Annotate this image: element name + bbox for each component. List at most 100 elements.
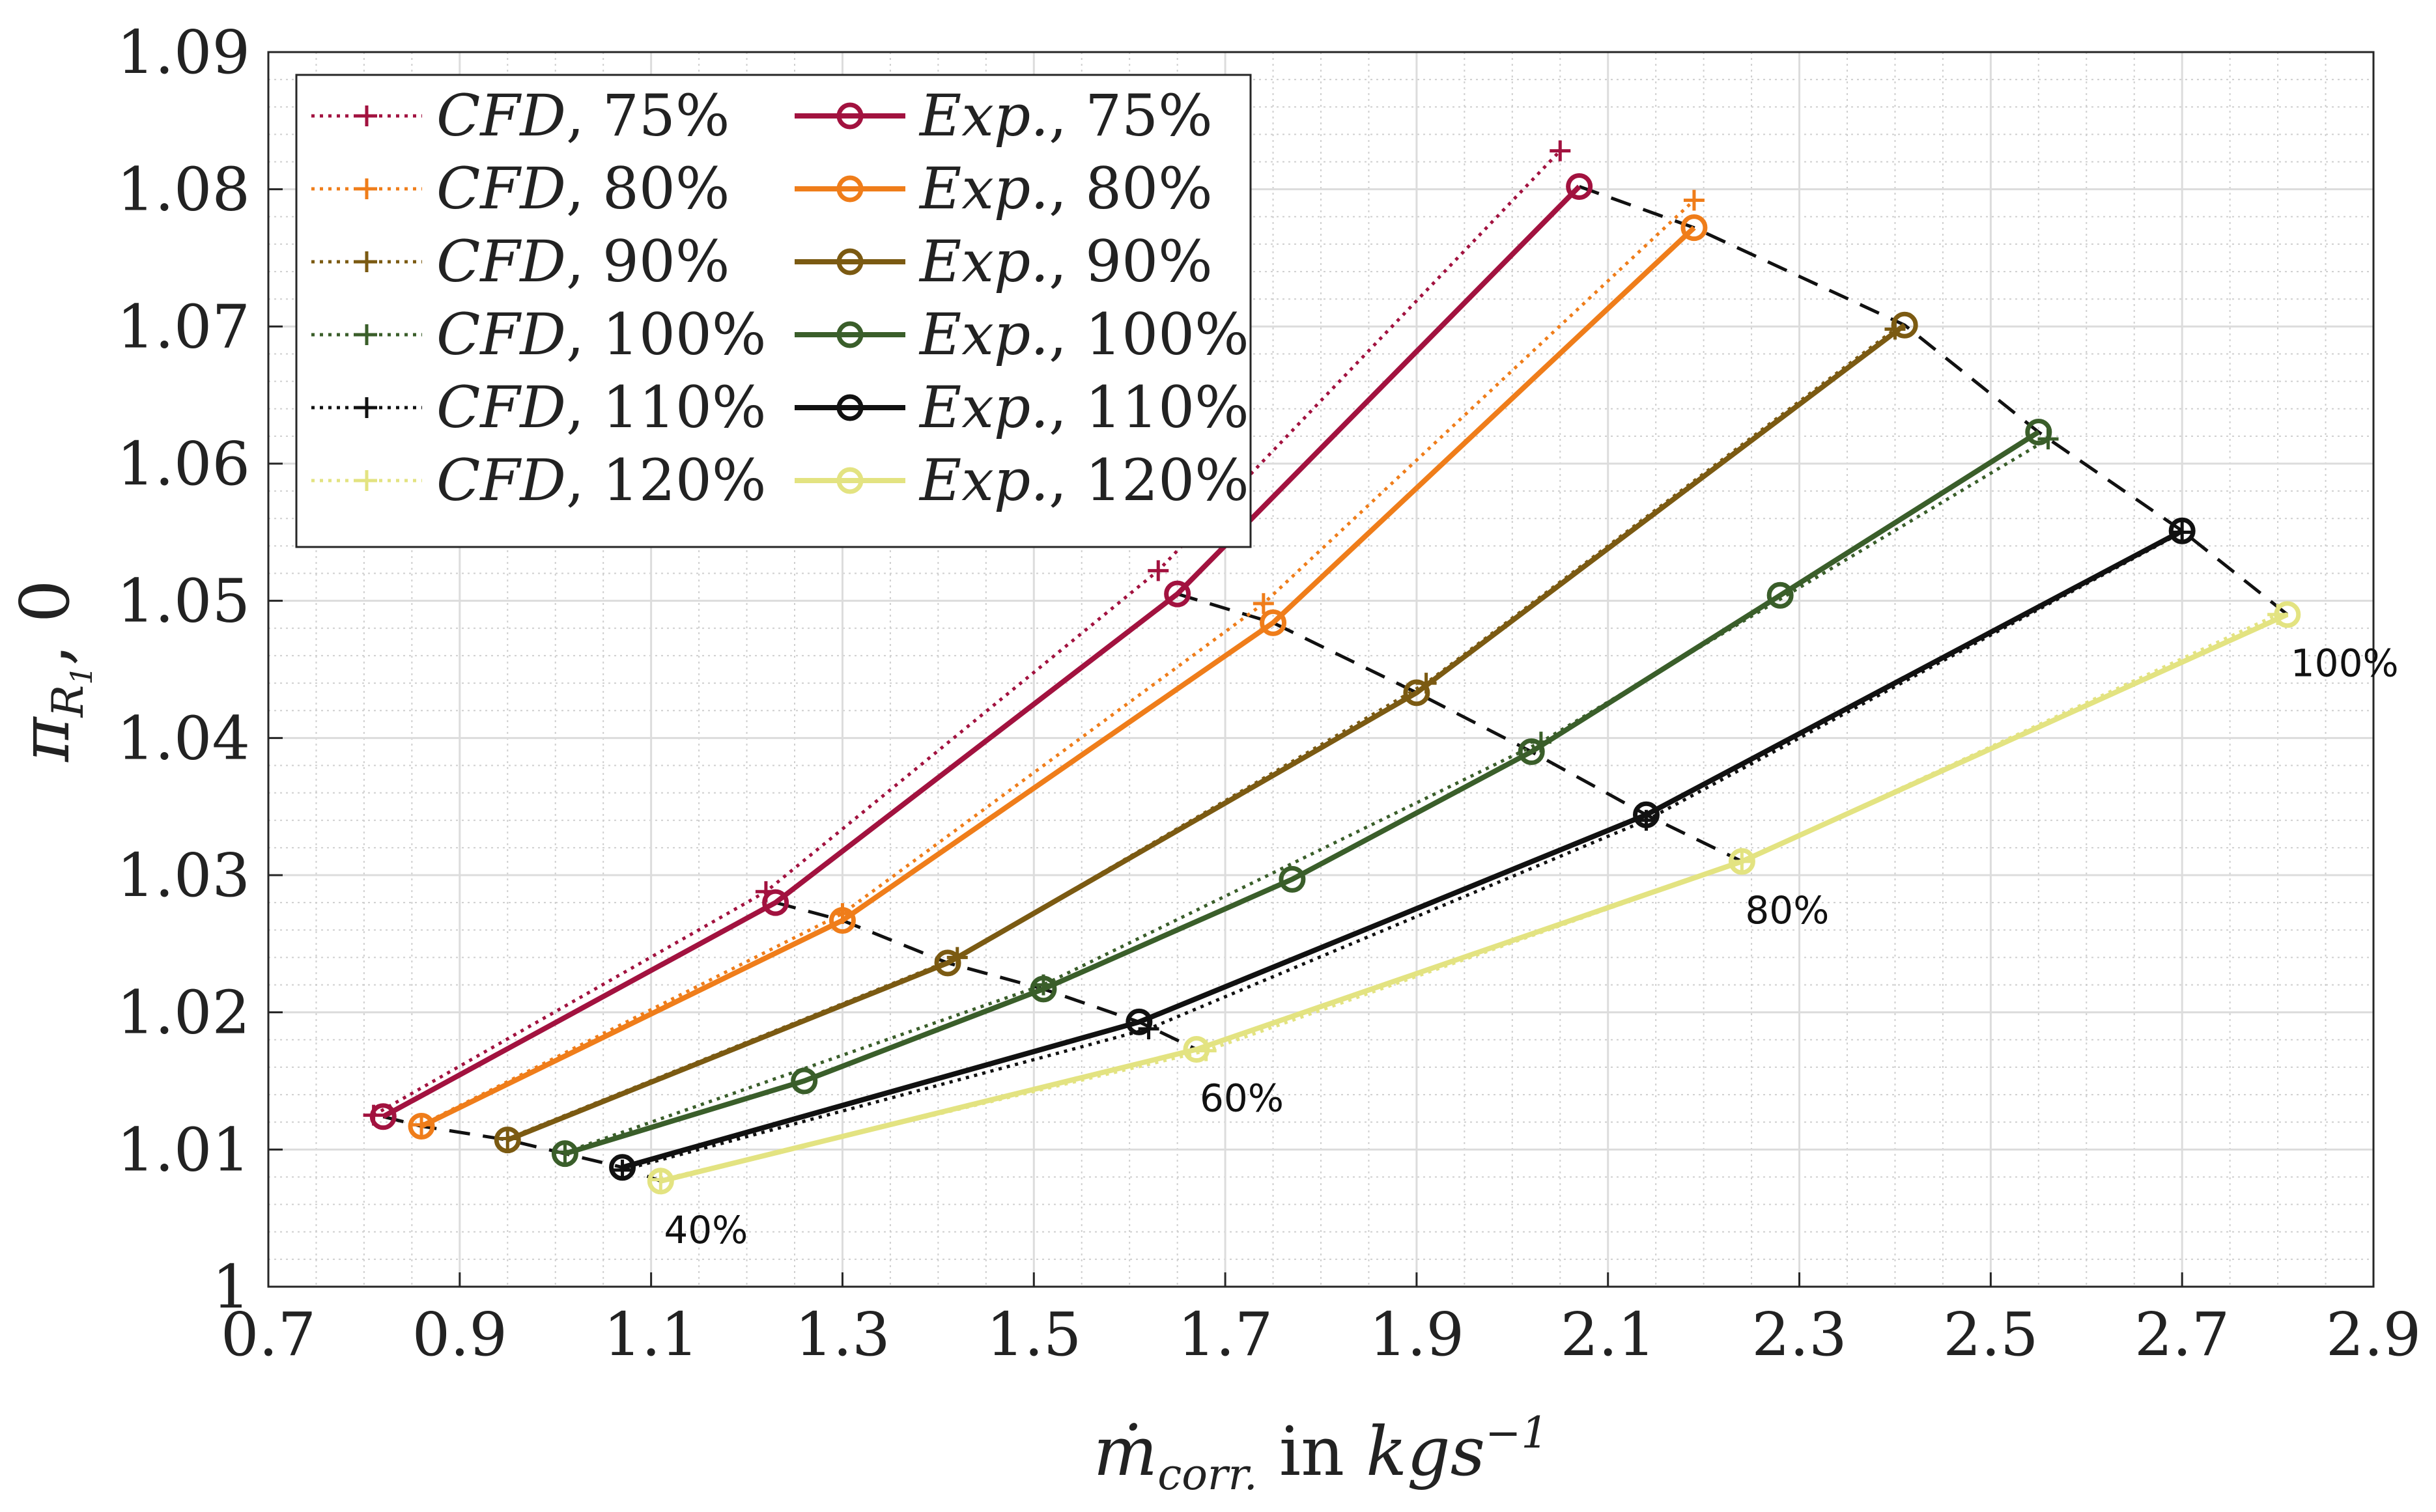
throttle-line-100pct [1578,185,2289,616]
legend-entry: Exp., 120% [795,447,1249,514]
cfd-line [373,149,1562,1117]
x-tick-label: 2.7 [2134,1300,2230,1369]
exp-point [647,1168,674,1195]
throttle-label: 80% [1745,888,1829,932]
exp-line [506,323,1906,1143]
legend-entry: Exp., 90% [795,228,1213,295]
exp-point [1891,311,1918,339]
legend-kind: CFD [436,228,566,295]
legend-label: CFD, 75% [436,82,730,149]
legend-kind: Exp. [918,301,1049,368]
exp-point [836,175,864,203]
legend-pct: , 120% [566,447,767,514]
legend-label: Exp., 75% [918,82,1213,149]
legend-pct: , 80% [566,155,730,222]
series-exp-120pct [647,601,2301,1195]
x-tick-label: 0.9 [412,1300,507,1369]
cfd-point [1253,593,1274,614]
legend-kind: CFD [436,155,566,222]
y-tick-label: 1 [212,1252,250,1322]
y-tick-labels: 1 1.01 1.02 1.03 1.04 1.05 1.06 1.07 1.08 1.09 [117,18,250,1322]
legend-pct: , 110% [1049,374,1249,441]
legend-label: Exp., 80% [918,155,1213,222]
exp-point [1164,580,1191,608]
throttle-label: 40% [664,1208,748,1252]
legend-kind: CFD [436,374,566,441]
exp-point [1728,848,1755,875]
series-exp-100pct [551,419,2052,1168]
legend-pct: , 100% [566,301,767,368]
cfd-point [356,470,377,491]
legend-label: CFD, 100% [436,301,766,368]
legend-pct: , 120% [1049,447,1249,514]
cfd-point [1148,560,1169,581]
exp-point [494,1127,521,1154]
legend-entry: CFD, 80% [311,155,730,222]
exp-point [1766,581,1794,609]
plot-frame [267,51,2375,1288]
x-axis-label: ṁcorr. in kgs−1 [1094,1408,1549,1500]
cfd-point [356,324,377,345]
exp-point [836,394,864,421]
cfd-line [564,437,2049,1154]
series-exp-90pct [494,311,1918,1154]
throttle-label: 60% [1200,1076,1284,1121]
legend-kind: Exp. [918,82,1049,149]
exp-point [1183,1036,1210,1063]
legend-entry: CFD, 75% [311,82,730,149]
cfd-point [1683,189,1705,211]
legend-entry: CFD, 100% [311,301,766,368]
y-tick-label: 1.05 [117,567,250,636]
y-tick-label: 1.03 [117,841,250,910]
exp-point [2274,601,2301,628]
exp-point [934,949,961,977]
x-tick-labels: 0.7 0.9 1.1 1.3 1.5 1.7 1.9 2.1 2.3 2.5 2.7 2.9 [221,1300,2421,1369]
legend-entry: CFD, 120% [311,447,766,514]
legend-kind: Exp. [918,447,1049,514]
series-exp-75pct [369,173,1593,1130]
exp-point [369,1103,397,1130]
legend-label: CFD, 110% [436,374,766,441]
exp-line [382,184,1581,1119]
exp-line [621,528,2184,1170]
legend-label: Exp., 90% [918,228,1213,295]
legend-kind: Exp. [918,155,1049,222]
legend-box [295,74,1252,548]
x-tick-label: 1.1 [603,1300,698,1369]
legend-entry: Exp., 80% [795,155,1213,222]
exp-point [829,907,856,934]
x-tick-label: 1.7 [1178,1300,1273,1369]
cfd-point [356,178,377,199]
exp-point [609,1154,636,1181]
y-tick-label: 1.01 [117,1115,250,1184]
y-tick-label: 1.04 [117,703,250,773]
legend-label: CFD, 120% [436,447,766,514]
legend-kind: CFD [436,301,566,368]
cfd-line [621,531,2183,1172]
exp-point [836,102,864,130]
legend-kind: Exp. [918,374,1049,441]
exp-point [762,889,789,916]
exp-point [1126,1008,1153,1035]
exp-point [836,467,864,494]
y-tick-label: 1.08 [117,155,250,225]
x-tick-label: 2.5 [1943,1300,2038,1369]
cfd-line [420,199,1695,1127]
legend-entry: CFD, 110% [311,374,766,441]
data-series [363,140,2301,1195]
legend-pct: , 90% [1049,228,1213,295]
exp-point [1260,609,1287,636]
series-exp-110pct [609,517,2196,1181]
legend-entry: Exp., 100% [795,301,1249,368]
exp-point [408,1113,435,1140]
legend-label: Exp., 110% [918,374,1249,441]
exp-point [791,1067,818,1095]
legend-label: Exp., 120% [918,447,1249,514]
exp-point [1632,801,1660,828]
throttle-line-80pct [1176,592,1743,863]
exp-point [836,321,864,348]
exp-line [660,612,2289,1184]
y-tick-label: 1.07 [117,292,250,361]
exp-point [1279,865,1306,893]
